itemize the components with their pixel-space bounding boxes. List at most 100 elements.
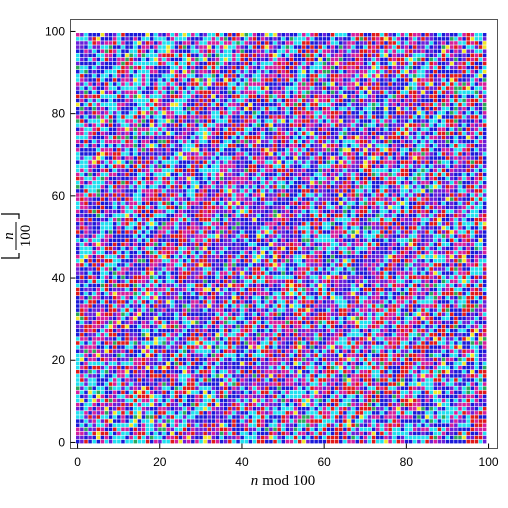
- heatmap-cell: [314, 415, 318, 419]
- heatmap-cell: [199, 382, 203, 386]
- heatmap-cell: [84, 275, 88, 279]
- heatmap-cell: [371, 320, 376, 325]
- heatmap-cell: [256, 312, 261, 316]
- heatmap-cell: [384, 431, 388, 436]
- heatmap-cell: [306, 259, 310, 263]
- heatmap-cell: [318, 259, 322, 263]
- heatmap-cell: [133, 259, 138, 263]
- heatmap-cell: [322, 407, 327, 411]
- heatmap-cell: [417, 390, 421, 395]
- heatmap-cell: [466, 259, 470, 263]
- heatmap-cell: [174, 328, 179, 333]
- heatmap-cell: [478, 304, 483, 308]
- heatmap-cell: [207, 394, 212, 399]
- heatmap-cell: [413, 320, 417, 325]
- heatmap-cell: [265, 439, 269, 444]
- heatmap-cell: [223, 291, 228, 296]
- heatmap-cell: [396, 242, 401, 247]
- heatmap-cell: [141, 435, 146, 440]
- heatmap-cell: [215, 435, 220, 440]
- heatmap-cell: [269, 275, 273, 279]
- heatmap-cell: [293, 238, 298, 243]
- heatmap-cell: [219, 365, 224, 370]
- heatmap-cell: [478, 300, 483, 304]
- heatmap-cell: [108, 242, 113, 247]
- heatmap-cell: [482, 361, 487, 366]
- heatmap-cell: [330, 320, 335, 325]
- heatmap-cell: [141, 333, 146, 337]
- heatmap-cell: [121, 357, 125, 362]
- heatmap-cell: [244, 328, 249, 333]
- heatmap-cell: [392, 337, 396, 341]
- heatmap-cell: [425, 267, 429, 271]
- heatmap-cell: [404, 275, 409, 279]
- heatmap-cell: [281, 296, 286, 300]
- heatmap-cell: [191, 390, 195, 395]
- heatmap-cell: [359, 357, 364, 362]
- heatmap-cell: [376, 316, 380, 321]
- heatmap-cell: [388, 341, 392, 345]
- heatmap-cell: [466, 411, 470, 415]
- heatmap-cell: [458, 407, 462, 411]
- heatmap-cell: [141, 370, 146, 374]
- heatmap-cell: [273, 382, 277, 386]
- heatmap-cell: [199, 419, 203, 423]
- heatmap-cell: [404, 439, 409, 444]
- heatmap-cell: [191, 353, 195, 358]
- heatmap-cell: [371, 402, 376, 407]
- heatmap-cell: [244, 402, 249, 407]
- heatmap-cell: [260, 423, 265, 427]
- heatmap-cell: [191, 275, 195, 279]
- heatmap-cell: [347, 259, 351, 263]
- heatmap-cell: [482, 353, 487, 358]
- heatmap-cell: [240, 279, 244, 284]
- heatmap-cell: [392, 275, 396, 279]
- heatmap-cell: [396, 296, 401, 300]
- heatmap-cell: [413, 427, 417, 432]
- heatmap-cell: [219, 246, 224, 251]
- heatmap-cell: [162, 263, 166, 267]
- heatmap-cell: [162, 386, 166, 390]
- heatmap-cell: [421, 328, 425, 333]
- heatmap-cell: [248, 365, 253, 370]
- heatmap-cell: [334, 419, 339, 423]
- heatmap-cell: [359, 345, 364, 349]
- heatmap-cell: [223, 300, 228, 304]
- heatmap-cell: [384, 296, 388, 300]
- heatmap-cell: [396, 316, 401, 321]
- heatmap-cell: [121, 291, 125, 296]
- heatmap-cell: [162, 390, 166, 395]
- heatmap-cell: [433, 283, 438, 288]
- heatmap-cell: [289, 304, 294, 308]
- heatmap-cell: [256, 304, 261, 308]
- heatmap-cell: [96, 279, 101, 284]
- heatmap-cell: [343, 423, 347, 427]
- heatmap-cell: [400, 386, 405, 390]
- heatmap-cell: [223, 419, 228, 423]
- heatmap-cell: [425, 333, 429, 337]
- heatmap-cell: [273, 386, 277, 390]
- heatmap-cell: [310, 267, 314, 271]
- heatmap-cell: [92, 427, 96, 432]
- heatmap-cell: [195, 345, 199, 349]
- heatmap-cell: [117, 308, 121, 312]
- heatmap-cell: [158, 382, 162, 386]
- heatmap-cell: [191, 361, 195, 366]
- heatmap-cell: [371, 238, 376, 243]
- heatmap-cell: [347, 378, 351, 382]
- heatmap-cell: [92, 333, 96, 337]
- heatmap-cell: [285, 279, 290, 284]
- heatmap-cell: [174, 275, 179, 279]
- heatmap-cell: [129, 345, 133, 349]
- heatmap-cell: [265, 419, 269, 423]
- heatmap-cell: [355, 431, 359, 436]
- heatmap-cell: [219, 312, 224, 316]
- heatmap-cell: [314, 271, 318, 275]
- heatmap-cell: [117, 283, 121, 288]
- heatmap-cell: [191, 431, 195, 436]
- heatmap-cell: [425, 316, 429, 321]
- heatmap-cell: [260, 312, 265, 316]
- heatmap-cell: [108, 341, 113, 345]
- heatmap-cell: [211, 242, 216, 247]
- heatmap-cell: [137, 283, 142, 288]
